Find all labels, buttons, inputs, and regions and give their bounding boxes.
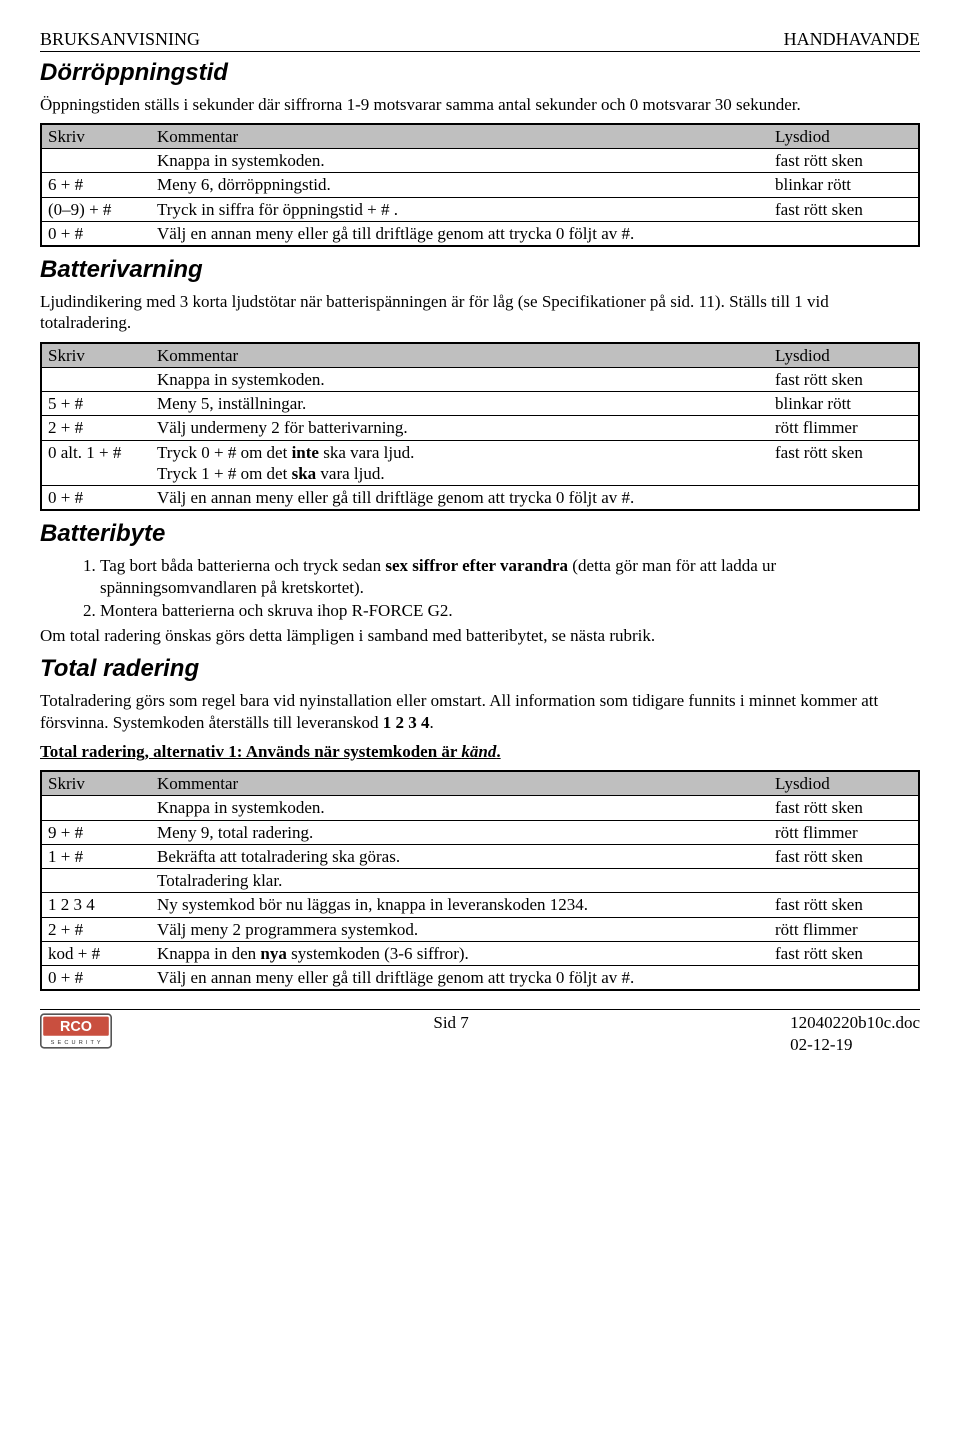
footer-date: 02-12-19 (790, 1035, 852, 1054)
table-totalclear: Skriv Kommentar Lysdiod Knappa in system… (40, 770, 920, 991)
subheading-totalclear: Total radering, alternativ 1: Används nä… (40, 741, 920, 762)
list-item: Montera batterierna och skruva ihop R-FO… (100, 600, 920, 621)
table-row: 2 + #Välj undermeny 2 för batterivarning… (41, 416, 919, 440)
th-kommentar: Kommentar (151, 124, 769, 149)
table-row: Knappa in systemkoden.fast rött sken (41, 367, 919, 391)
table-row: (0–9) + #Tryck in siffra för öppningstid… (41, 197, 919, 221)
table-batterywarn: Skriv Kommentar Lysdiod Knappa in system… (40, 342, 920, 512)
heading-batterywarn: Batterivarning (40, 255, 920, 285)
table-row: Knappa in systemkoden.fast rött sken (41, 796, 919, 820)
table-row: 0 + #Välj en annan meny eller gå till dr… (41, 486, 919, 511)
th-skriv: Skriv (41, 771, 151, 796)
rco-logo-icon: RCO S E C U R I T Y (40, 1012, 112, 1050)
table-row: Knappa in systemkoden.fast rött sken (41, 149, 919, 173)
battery-after: Om total radering önskas görs detta lämp… (40, 625, 920, 646)
footer-right: 12040220b10c.doc 02-12-19 (790, 1012, 920, 1055)
intro-totalclear: Totalradering görs som regel bara vid ny… (40, 690, 920, 733)
th-lysdiod: Lysdiod (769, 771, 919, 796)
logo-subtext: S E C U R I T Y (51, 1040, 102, 1046)
table-row: kod + # Knappa in den nya systemkoden (3… (41, 941, 919, 965)
intro-batterywarn: Ljudindikering med 3 korta ljudstötar nä… (40, 291, 920, 334)
topbar-right: HANDHAVANDE (784, 28, 920, 51)
table-row: 5 + #Meny 5, inställningar.blinkar rött (41, 392, 919, 416)
th-kommentar: Kommentar (151, 771, 769, 796)
table-row: 6 + #Meny 6, dörröppningstid.blinkar röt… (41, 173, 919, 197)
footer-logo: RCO S E C U R I T Y (40, 1012, 112, 1055)
intro-dooropen: Öppningstiden ställs i sekunder där siff… (40, 94, 920, 115)
th-kommentar: Kommentar (151, 343, 769, 368)
table-row: 0 + #Välj en annan meny eller gå till dr… (41, 221, 919, 246)
heading-totalclear: Total radering (40, 654, 920, 684)
battery-steps: Tag bort båda batterierna och tryck seda… (40, 555, 920, 621)
footer-page: Sid 7 (433, 1012, 468, 1033)
list-item: Tag bort båda batterierna och tryck seda… (100, 555, 920, 598)
cell-newcode: Knappa in den nya systemkoden (3-6 siffr… (151, 941, 769, 965)
table-row: 9 + #Meny 9, total radering.rött flimmer (41, 820, 919, 844)
th-lysdiod: Lysdiod (769, 124, 919, 149)
heading-batteryreplace: Batteribyte (40, 519, 920, 549)
heading-dooropen: Dörröppningstid (40, 58, 920, 88)
table-dooropen: Skriv Kommentar Lysdiod Knappa in system… (40, 123, 920, 247)
table-row: 0 alt. 1 + # Tryck 0 + # om det inte ska… (41, 440, 919, 486)
th-lysdiod: Lysdiod (769, 343, 919, 368)
footer-doc: 12040220b10c.doc (790, 1013, 920, 1032)
th-skriv: Skriv (41, 343, 151, 368)
th-skriv: Skriv (41, 124, 151, 149)
table-row: 1 2 3 4Ny systemkod bör nu läggas in, kn… (41, 893, 919, 917)
cell-sound-option: Tryck 0 + # om det inte ska vara ljud. T… (151, 440, 769, 486)
logo-text: RCO (60, 1019, 92, 1035)
table-row: 0 + #Välj en annan meny eller gå till dr… (41, 966, 919, 991)
table-row: Totalradering klar. (41, 869, 919, 893)
top-bar: BRUKSANVISNING HANDHAVANDE (40, 28, 920, 52)
footer: RCO S E C U R I T Y Sid 7 12040220b10c.d… (40, 1009, 920, 1055)
table-row: 1 + #Bekräfta att totalradering ska göra… (41, 844, 919, 868)
table-row: 2 + #Välj meny 2 programmera systemkod.r… (41, 917, 919, 941)
topbar-left: BRUKSANVISNING (40, 28, 200, 51)
